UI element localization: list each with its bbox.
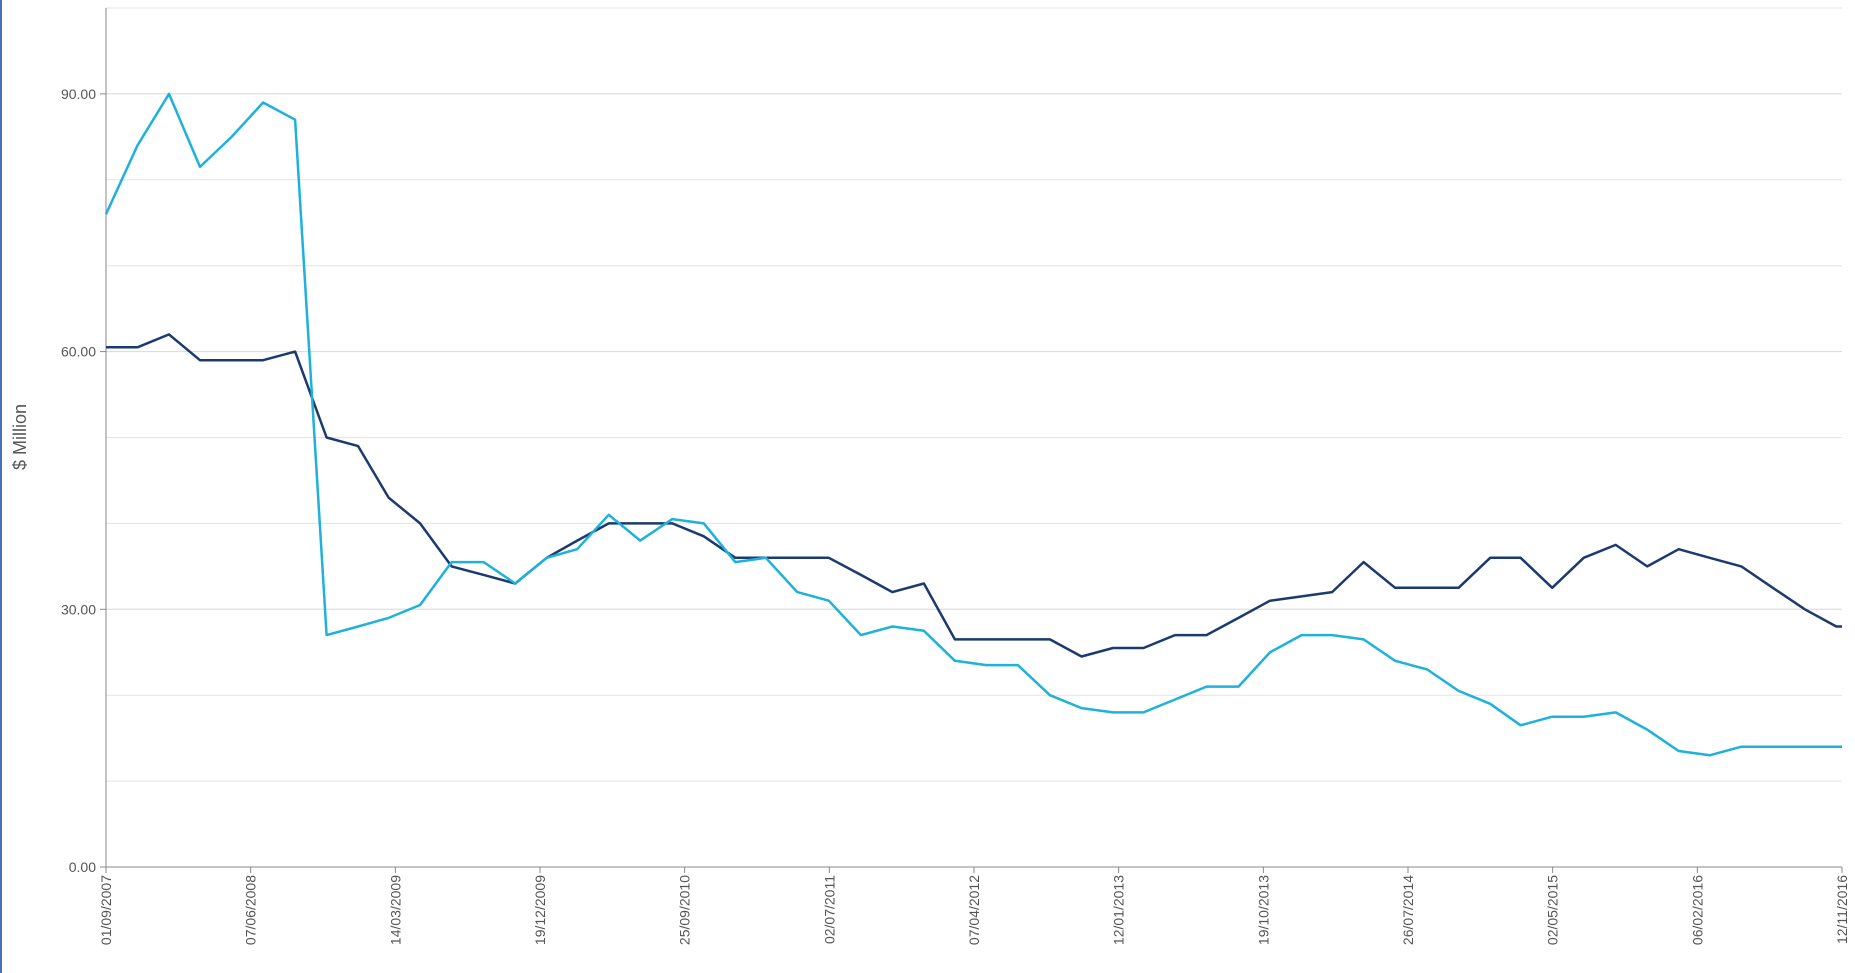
x-tick-label: 02/05/2015 [1545, 875, 1561, 945]
x-tick-label: 14/03/2009 [387, 875, 403, 945]
x-tick-label: 12/01/2013 [1111, 875, 1127, 945]
x-tick-label: 06/02/2016 [1689, 875, 1705, 945]
x-tick-label: 07/06/2008 [243, 875, 259, 945]
x-tick-label: 19/10/2013 [1255, 875, 1271, 945]
y-tick-label: 30.00 [61, 601, 96, 617]
series-line [106, 333, 1842, 658]
x-tick-label: 26/07/2014 [1400, 875, 1416, 945]
series-line [104, 92, 1842, 757]
x-tick-label: 12/11/2016 [1834, 875, 1850, 944]
y-axis-label: $ Million [10, 404, 30, 470]
y-tick-label: 0.00 [69, 859, 96, 875]
y-tick-label: 90.00 [61, 86, 96, 102]
y-tick-label: 60.00 [61, 344, 96, 360]
x-tick-label: 01/09/2007 [98, 875, 114, 945]
x-tick-label: 19/12/2009 [532, 875, 548, 945]
x-tick-label: 07/04/2012 [966, 875, 982, 945]
x-tick-label: 02/07/2011 [821, 875, 837, 944]
x-tick-label: 25/09/2010 [677, 875, 693, 945]
